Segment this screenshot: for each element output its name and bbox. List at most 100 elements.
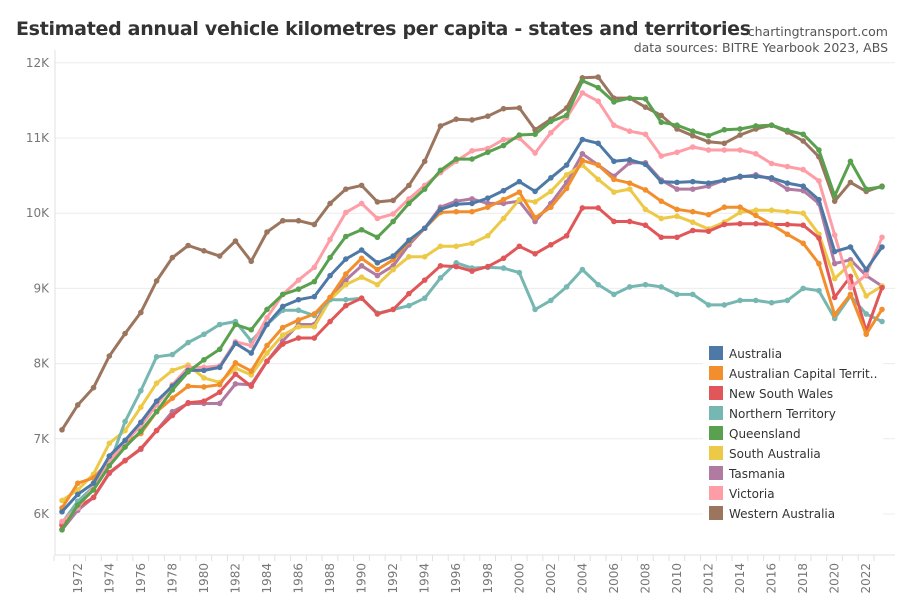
data-point [248, 368, 255, 374]
data-point [816, 287, 822, 294]
data-point [421, 295, 428, 301]
data-point [768, 175, 775, 181]
data-point [879, 284, 885, 291]
x-tick-label: 2010 [670, 563, 684, 594]
x-tick-label: 2000 [512, 563, 526, 594]
data-point [689, 219, 696, 226]
data-point [311, 278, 318, 285]
data-point [295, 277, 302, 283]
data-point [484, 263, 491, 270]
data-point [106, 453, 113, 459]
data-point [689, 178, 696, 185]
data-point [74, 487, 81, 493]
legend-label: Northern Territory [729, 407, 836, 421]
data-point [484, 232, 491, 239]
legend-background [703, 341, 883, 524]
data-point [548, 297, 554, 304]
data-point [327, 318, 333, 325]
data-point [90, 494, 97, 501]
x-tick-label: 2022 [859, 563, 873, 594]
data-point [201, 331, 207, 338]
data-point [721, 177, 728, 183]
data-point [453, 208, 460, 215]
data-point [532, 306, 538, 313]
data-point [816, 147, 822, 153]
data-point [721, 126, 728, 133]
data-point [59, 518, 65, 525]
data-point [169, 395, 176, 401]
data-point [232, 381, 239, 387]
chart-credit: chartingtransport.com data sources: BITR… [634, 24, 888, 56]
data-point [279, 217, 286, 224]
data-point [264, 358, 270, 365]
data-point [721, 221, 728, 228]
data-point [579, 78, 586, 84]
data-point [201, 375, 207, 381]
data-point [358, 255, 365, 262]
x-tick-label: 1992 [386, 563, 400, 594]
data-point [800, 285, 806, 292]
data-point [122, 444, 128, 450]
data-point [248, 342, 255, 349]
data-point [658, 284, 665, 290]
data-point [611, 158, 617, 165]
legend-label: New South Wales [729, 387, 833, 401]
data-point [879, 184, 885, 190]
data-point [500, 255, 507, 262]
data-point [248, 258, 255, 265]
data-point [469, 240, 475, 247]
data-point [831, 198, 838, 204]
data-point [500, 187, 507, 194]
data-point [847, 179, 854, 186]
data-point [863, 266, 870, 273]
data-point [595, 84, 601, 91]
chart-title: Estimated annual vehicle kilometres per … [16, 18, 751, 40]
data-point [689, 128, 696, 135]
data-point [579, 266, 586, 273]
data-point [626, 186, 633, 192]
data-point [784, 186, 791, 192]
data-point [611, 176, 617, 183]
data-point [406, 290, 412, 297]
data-point [611, 99, 617, 105]
data-point [626, 128, 633, 135]
data-point [516, 132, 523, 138]
data-point [59, 508, 65, 515]
legend-swatch [709, 486, 723, 500]
data-point [784, 221, 791, 228]
data-point [421, 158, 428, 165]
data-point [390, 306, 396, 313]
data-point [879, 318, 885, 325]
data-point [90, 487, 97, 493]
data-point [548, 204, 554, 210]
data-point [831, 294, 838, 301]
data-point [642, 96, 649, 102]
data-point [626, 218, 633, 225]
legend-swatch [709, 406, 723, 420]
data-point [74, 480, 81, 486]
data-point [753, 150, 759, 157]
data-point [279, 341, 286, 347]
legend-swatch [709, 466, 723, 480]
data-point [437, 263, 444, 269]
data-point [642, 104, 649, 110]
data-point [532, 126, 538, 133]
data-point [516, 178, 523, 185]
data-point [500, 142, 507, 149]
y-tick-label: 11K [26, 131, 50, 145]
data-point [847, 244, 854, 250]
data-point [295, 286, 302, 292]
x-tick-label: 1998 [481, 563, 495, 594]
data-point [437, 206, 444, 213]
data-point [879, 306, 885, 313]
data-point [153, 427, 160, 434]
data-point [153, 380, 160, 386]
data-point [484, 204, 491, 210]
y-tick-label: 7K [33, 432, 50, 446]
data-point [800, 222, 806, 229]
data-point [532, 150, 538, 156]
data-point [122, 418, 128, 425]
data-point [201, 357, 207, 363]
data-point [484, 195, 491, 201]
data-point [327, 200, 333, 207]
